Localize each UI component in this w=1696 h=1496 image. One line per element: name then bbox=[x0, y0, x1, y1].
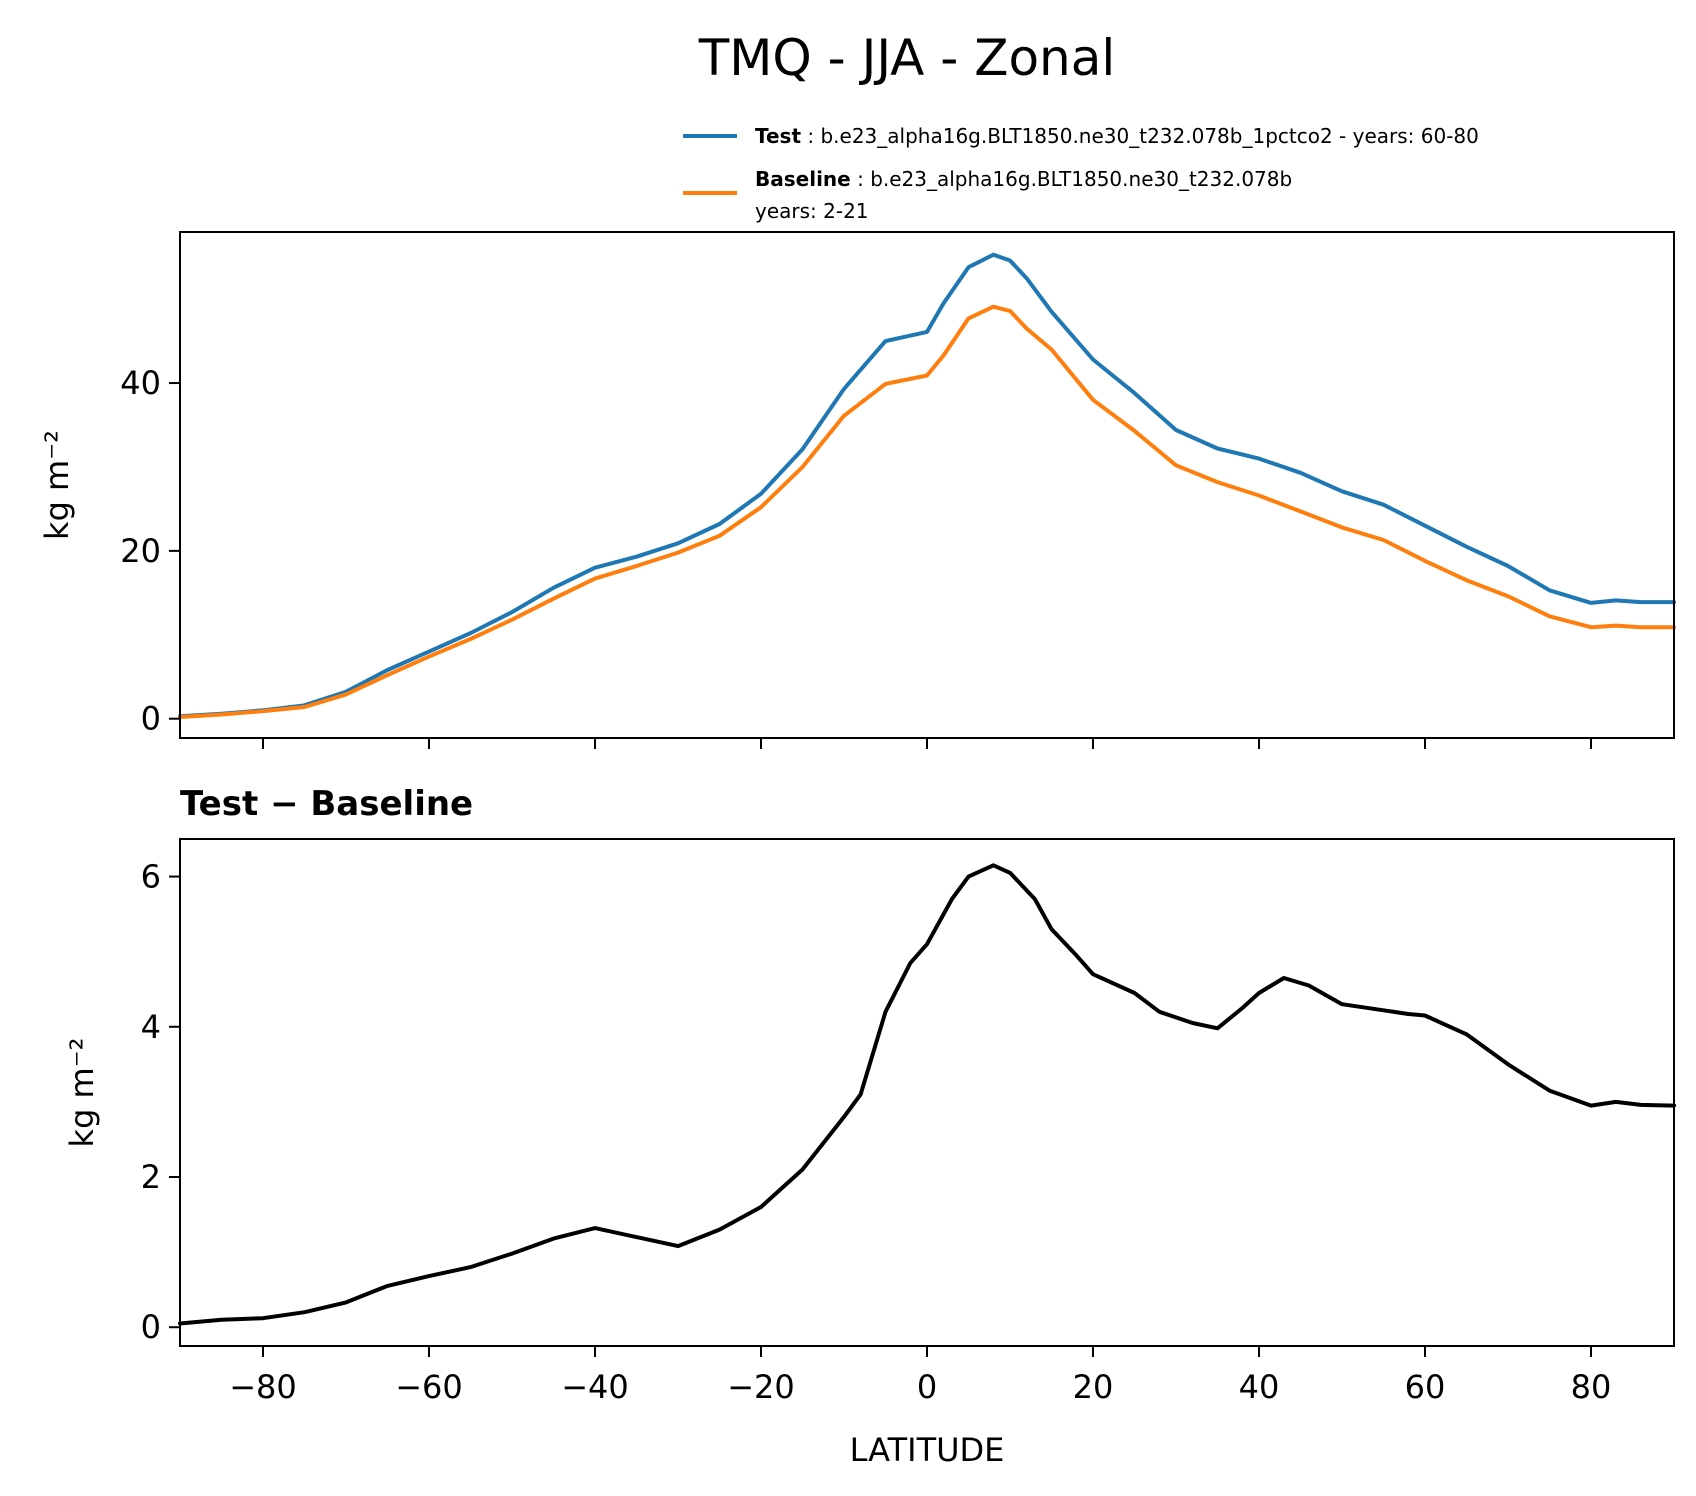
difference-panel-title: Test − Baseline bbox=[180, 784, 473, 824]
legend-sep-baseline: : bbox=[851, 167, 870, 191]
plot-frame bbox=[179, 838, 1675, 1347]
y-axis-label: kg m⁻² bbox=[63, 1038, 101, 1148]
series-line-baseline bbox=[178, 304, 1676, 719]
legend-label-baseline: Baseline bbox=[755, 167, 851, 191]
y-axis-label: kg m⁻² bbox=[38, 430, 76, 540]
x-axis-label: LATITUDE bbox=[850, 1431, 1005, 1469]
x-tick-label: 20 bbox=[1073, 1368, 1114, 1406]
legend-desc-baseline: b.e23_alpha16g.BLT1850.ne30_t232.078b bbox=[870, 167, 1292, 191]
legend-entry-test: Test : b.e23_alpha16g.BLT1850.ne30_t232.… bbox=[755, 124, 1479, 148]
x-tick-label: −20 bbox=[727, 1368, 795, 1406]
legend: Test : b.e23_alpha16g.BLT1850.ne30_t232.… bbox=[683, 124, 1479, 223]
difference-panel: −80 −60 −40 −20 0 20 40 60 80 0 2 4 6 kg m⁻² bbox=[63, 838, 1676, 1406]
y-tick-label: 6 bbox=[141, 858, 161, 896]
legend-desc-test: b.e23_alpha16g.BLT1850.ne30_t232.078b_1p… bbox=[820, 124, 1478, 148]
y-tick-label: 0 bbox=[141, 1308, 161, 1346]
y-tick-label: 0 bbox=[141, 700, 161, 738]
x-tick-label: 60 bbox=[1405, 1368, 1446, 1406]
legend-label-test: Test bbox=[755, 124, 801, 148]
series-line-test bbox=[178, 252, 1676, 719]
x-tick-label: −40 bbox=[561, 1368, 629, 1406]
figure-title: TMQ - JJA - Zonal bbox=[698, 29, 1116, 87]
x-tick-label: 80 bbox=[1571, 1368, 1612, 1406]
legend-sep-test: : bbox=[801, 124, 820, 148]
series-line-test-baseline bbox=[178, 863, 1676, 1326]
y-tick-label: 4 bbox=[141, 1008, 161, 1046]
x-tick-label: −80 bbox=[229, 1368, 297, 1406]
y-tick-label: 40 bbox=[120, 364, 161, 402]
x-tick-label: 0 bbox=[917, 1368, 937, 1406]
y-tick-label: 2 bbox=[141, 1158, 161, 1196]
legend-years-baseline: years: 2-21 bbox=[755, 199, 869, 223]
top-panel: 0 20 40 kg m⁻² bbox=[38, 231, 1676, 749]
y-tick-label: 20 bbox=[120, 532, 161, 570]
x-tick-label: −60 bbox=[395, 1368, 463, 1406]
x-tick-label: 40 bbox=[1239, 1368, 1280, 1406]
legend-entry-baseline: Baseline : b.e23_alpha16g.BLT1850.ne30_t… bbox=[755, 167, 1292, 191]
